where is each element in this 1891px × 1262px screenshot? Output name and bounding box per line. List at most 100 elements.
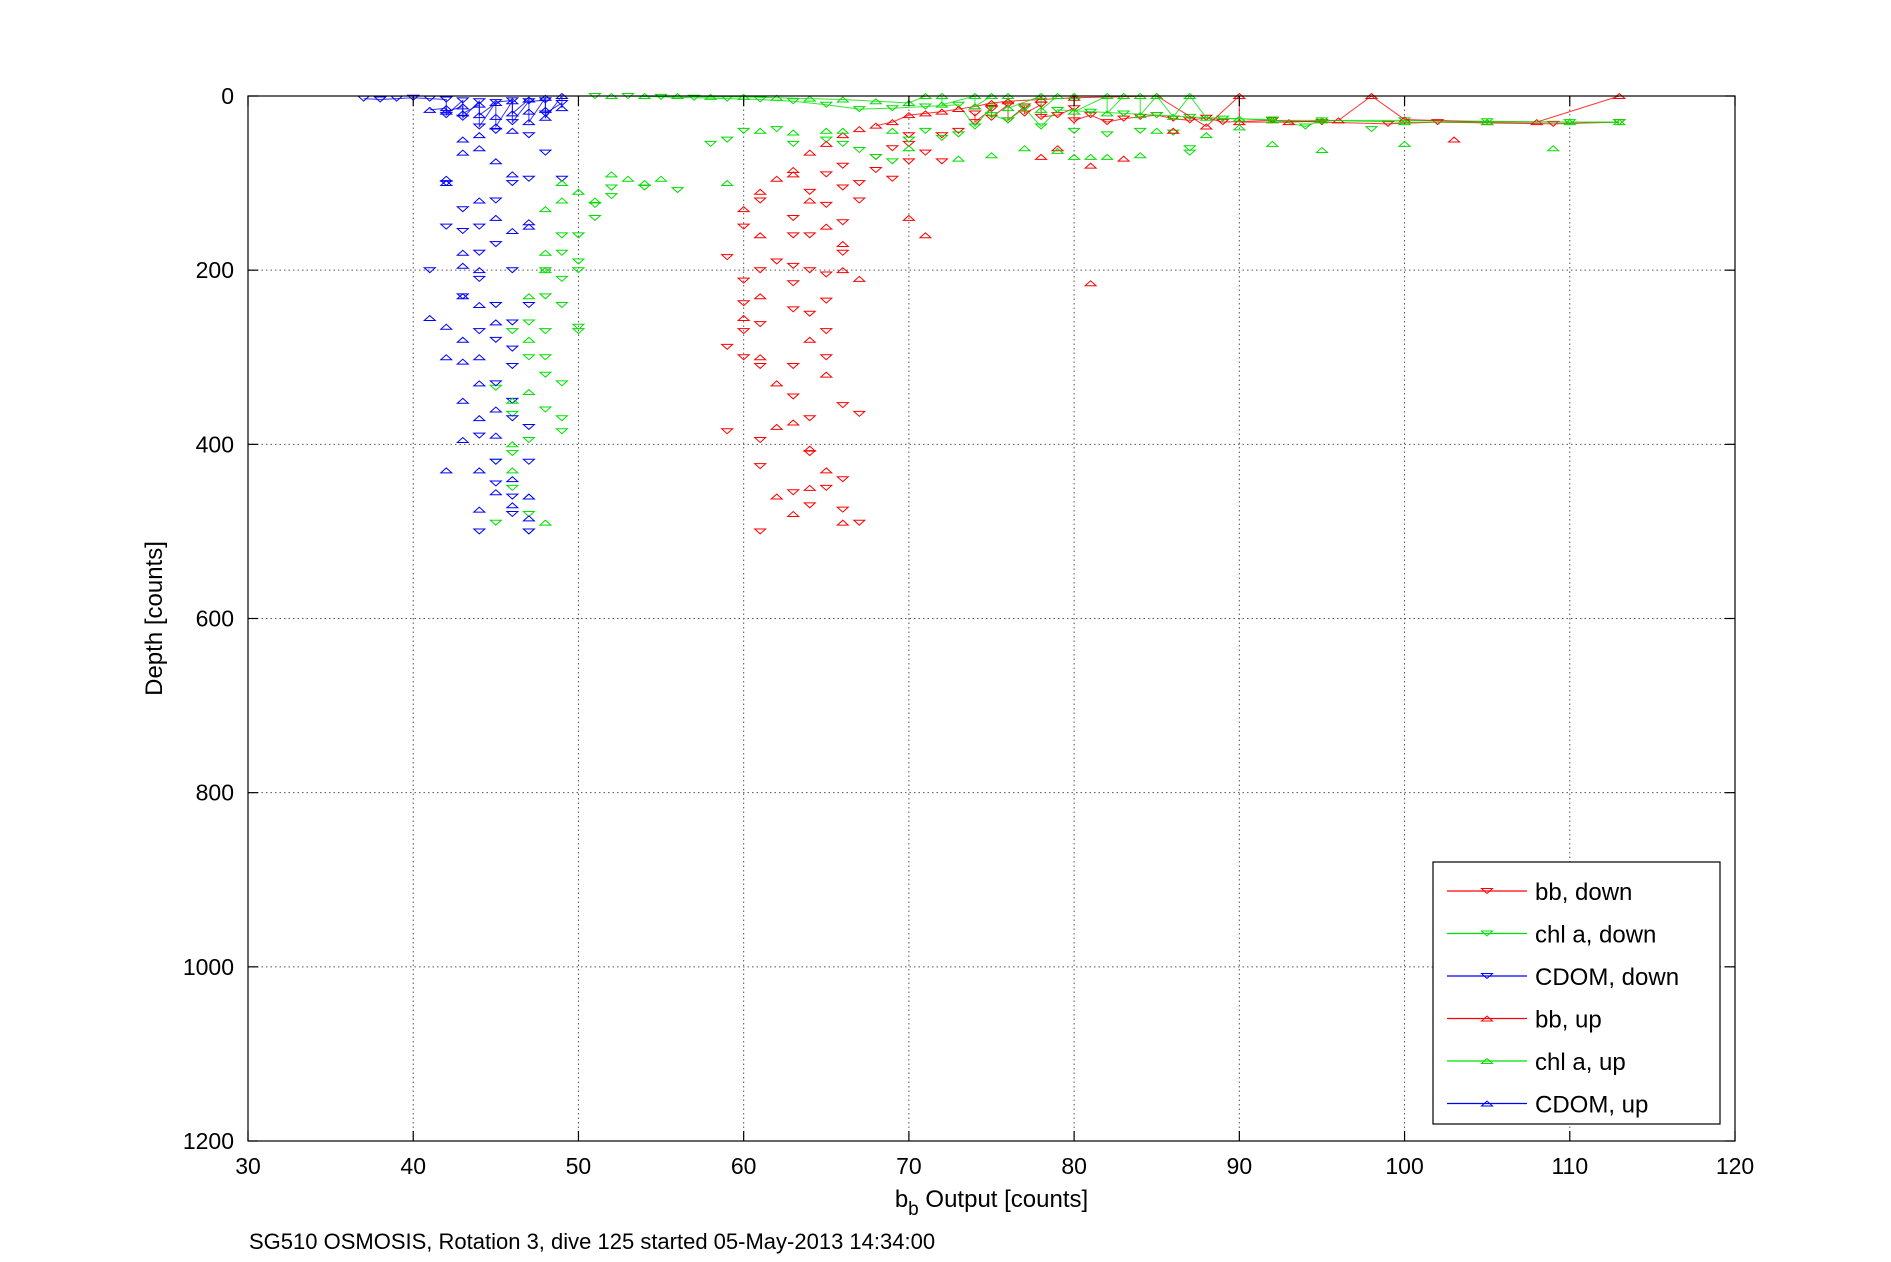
data-point	[852, 180, 867, 187]
data-point	[819, 171, 834, 178]
data-point	[819, 354, 834, 361]
data-point	[555, 275, 569, 283]
data-point	[819, 297, 834, 304]
data-point	[1182, 117, 1197, 124]
data-point	[571, 232, 586, 239]
x-tick-label: 60	[731, 1153, 757, 1179]
data-point	[968, 123, 982, 130]
data-point	[935, 134, 949, 141]
data-point	[1034, 153, 1048, 160]
data-point	[604, 184, 619, 191]
legend-item: chl a, down	[1447, 922, 1656, 949]
data-point	[918, 149, 933, 156]
data-point	[538, 371, 553, 378]
data-point	[786, 98, 801, 105]
data-point	[538, 328, 553, 335]
data-point	[720, 254, 734, 261]
data-point	[835, 162, 850, 169]
data-point	[505, 171, 520, 178]
data-point	[753, 127, 767, 134]
data-point	[439, 108, 454, 115]
data-point	[819, 140, 834, 147]
data-point	[1546, 120, 1561, 128]
legend-box	[1432, 861, 1721, 1125]
y-tick-label: 400	[196, 431, 234, 457]
data-point	[489, 336, 503, 343]
data-point	[555, 197, 569, 204]
data-point	[489, 519, 503, 526]
data-point	[505, 493, 520, 500]
data-point	[472, 301, 487, 308]
data-point	[1397, 140, 1412, 147]
data-point	[753, 321, 767, 328]
data-point	[1001, 117, 1015, 124]
data-point	[555, 380, 569, 387]
data-point	[489, 432, 503, 439]
data-point	[439, 105, 454, 112]
data-point	[522, 388, 536, 396]
data-point	[736, 277, 751, 284]
data-point	[422, 106, 437, 113]
legend-item: chl a, up	[1447, 1049, 1626, 1076]
y-tick-label: 600	[196, 606, 234, 632]
data-point	[555, 415, 569, 422]
legend-label: bb, down	[1535, 879, 1632, 906]
data-point	[1315, 119, 1329, 126]
data-point	[819, 127, 834, 134]
data-point	[588, 201, 602, 209]
data-point	[835, 127, 850, 134]
series-line	[611, 95, 1620, 123]
data-point	[1166, 113, 1181, 120]
data-point	[472, 415, 487, 422]
data-point	[522, 132, 536, 139]
data-point	[802, 450, 817, 457]
data-point	[736, 328, 751, 335]
data-point	[819, 201, 834, 209]
data-point	[439, 323, 454, 330]
data-point	[555, 232, 569, 239]
legend-label: chl a, up	[1535, 1049, 1626, 1076]
data-point	[489, 241, 503, 248]
data-point	[984, 103, 999, 110]
data-point	[505, 476, 520, 483]
data-point	[455, 336, 470, 343]
data-point	[1447, 136, 1461, 143]
data-point	[753, 232, 767, 239]
data-point	[522, 302, 536, 309]
data-point	[951, 131, 966, 138]
data-point	[802, 95, 817, 102]
data-point	[802, 415, 817, 422]
legend-marker	[1480, 930, 1494, 937]
data-point	[571, 328, 586, 335]
data-point	[522, 458, 536, 465]
data-point	[786, 419, 801, 426]
data-point	[538, 249, 553, 256]
data-point	[571, 267, 586, 274]
data-point	[505, 97, 520, 104]
data-point	[472, 132, 487, 139]
data-point	[736, 127, 751, 134]
data-point	[654, 93, 668, 101]
data-point	[753, 188, 767, 195]
data-point	[522, 108, 536, 115]
data-point	[505, 511, 520, 518]
legend-label: bb, up	[1535, 1007, 1602, 1034]
data-point	[1116, 155, 1131, 162]
data-point	[786, 140, 801, 148]
data-point	[786, 362, 801, 370]
data-point	[720, 428, 734, 435]
data-point	[522, 336, 536, 343]
data-point	[1083, 112, 1098, 119]
data-point	[489, 380, 503, 387]
data-point	[885, 175, 900, 182]
data-point	[1100, 131, 1114, 138]
data-point	[951, 155, 966, 162]
data-point	[802, 232, 817, 239]
data-point	[505, 328, 520, 335]
x-tick-label: 70	[896, 1153, 922, 1179]
data-point	[1050, 145, 1065, 152]
data-point	[555, 179, 569, 187]
data-point	[885, 127, 900, 134]
data-point	[1050, 106, 1065, 114]
data-point	[455, 249, 470, 256]
